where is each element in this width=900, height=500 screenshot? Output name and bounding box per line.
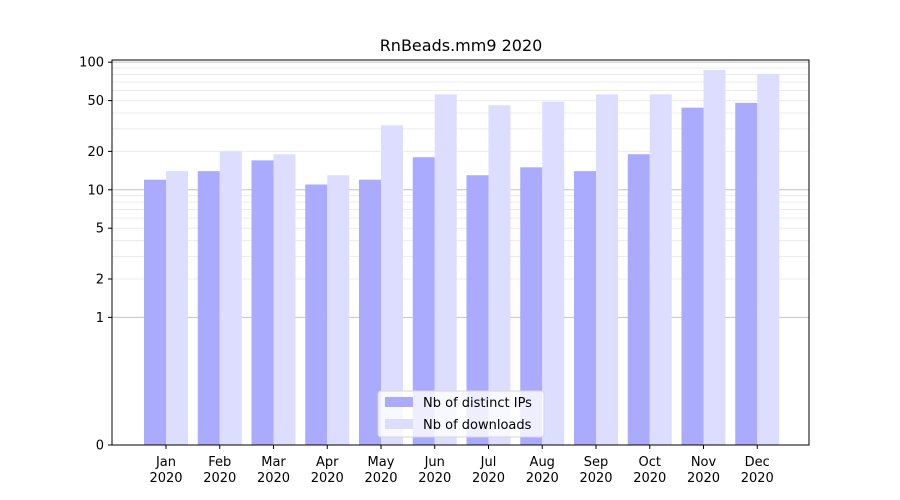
x-tick-label-year: 2020 <box>203 471 236 486</box>
bar-downloads <box>488 105 511 445</box>
x-tick-label-year: 2020 <box>472 471 505 486</box>
bar-distinct-ips <box>144 179 166 446</box>
x-tick-label: Nov <box>691 455 717 470</box>
x-tick-label: Dec <box>745 455 770 470</box>
bar-distinct-ips <box>412 157 435 445</box>
bar-downloads <box>273 154 296 445</box>
y-tick-label: 20 <box>87 145 104 160</box>
x-tick-label: Sep <box>584 455 609 470</box>
bar-distinct-ips <box>197 171 220 445</box>
bar-distinct-ips <box>466 175 489 445</box>
bar-downloads <box>757 73 780 446</box>
y-tick-label: 50 <box>87 94 104 109</box>
y-axis: 0 1 2 5 10 20 50 100 <box>79 56 112 454</box>
x-tick-label-year: 2020 <box>579 471 612 486</box>
x-tick-label: Aug <box>530 455 555 470</box>
legend-box <box>377 390 545 438</box>
bar-downloads <box>542 101 565 446</box>
y-tick-label: 2 <box>96 272 104 287</box>
x-tick-label-year: 2020 <box>149 471 182 486</box>
x-tick-label: Jan <box>155 455 176 470</box>
y-tick-label: 5 <box>96 222 104 237</box>
bar-downloads <box>434 94 457 445</box>
bar-distinct-ips <box>520 167 543 445</box>
x-tick-label-year: 2020 <box>741 471 774 486</box>
legend-label: Nb of downloads <box>423 418 532 433</box>
y-tick-label: 100 <box>79 56 104 71</box>
x-tick-label: Feb <box>208 455 231 470</box>
bar-downloads <box>649 94 672 445</box>
y-tick-label: 10 <box>87 183 104 198</box>
bar-downloads <box>166 171 188 445</box>
bar-distinct-ips <box>627 154 650 445</box>
bar-downloads <box>703 69 726 445</box>
bar-distinct-ips <box>735 102 758 445</box>
x-axis: Jan2020Feb2020Mar2020Apr2020May2020Jun20… <box>149 445 774 486</box>
bar-distinct-ips <box>359 179 381 446</box>
y-tick-label: 1 <box>96 311 104 326</box>
x-tick-label-year: 2020 <box>687 471 720 486</box>
bars <box>144 69 780 446</box>
x-tick-label-year: 2020 <box>526 471 559 486</box>
x-tick-label-year: 2020 <box>633 471 666 486</box>
bar-downloads <box>327 175 350 445</box>
x-tick-label: Jun <box>424 455 445 470</box>
bar-downloads <box>381 125 403 445</box>
legend: Nb of distinct IPs Nb of downloads <box>377 390 545 438</box>
legend-label: Nb of distinct IPs <box>423 396 532 411</box>
x-tick-label: Jul <box>480 455 497 470</box>
legend-swatch <box>385 419 413 429</box>
bar-distinct-ips <box>681 107 704 445</box>
x-tick-label-year: 2020 <box>418 471 451 486</box>
bar-distinct-ips <box>251 160 274 445</box>
chart-title: RnBeads.mm9 2020 <box>380 36 543 55</box>
plot-frame <box>111 59 810 446</box>
bar-distinct-ips <box>574 171 596 445</box>
y-tick-label: 0 <box>96 439 104 454</box>
bar-downloads <box>219 151 242 445</box>
x-tick-label: May <box>368 455 395 470</box>
x-tick-label-year: 2020 <box>364 471 397 486</box>
x-tick-label: Mar <box>261 455 286 470</box>
x-tick-label-year: 2020 <box>257 471 290 486</box>
legend-swatch <box>385 397 413 407</box>
x-tick-label: Apr <box>316 455 339 470</box>
x-tick-label: Oct <box>639 455 661 470</box>
x-tick-label-year: 2020 <box>311 471 344 486</box>
bar-distinct-ips <box>305 184 328 445</box>
bar-downloads <box>596 94 618 445</box>
